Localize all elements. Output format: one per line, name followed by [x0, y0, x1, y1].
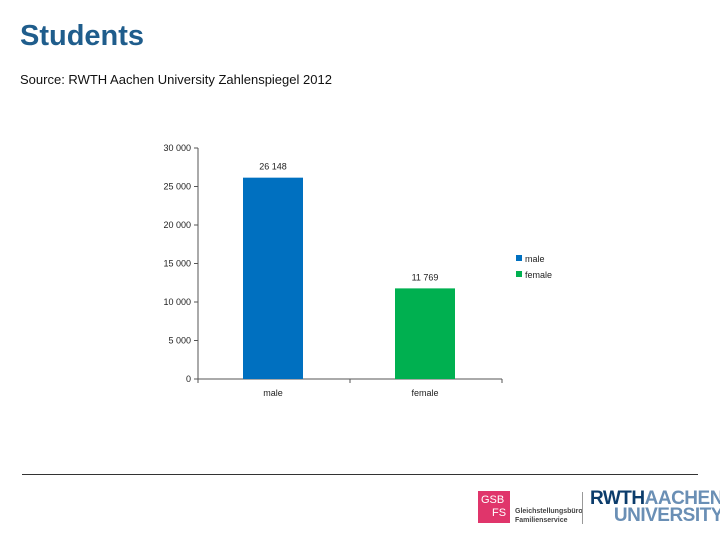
y-tick-label: 5 000: [168, 336, 191, 346]
y-tick-label: 25 000: [163, 182, 191, 192]
legend-label-male: male: [525, 254, 545, 264]
legend-swatch-male: [516, 255, 522, 261]
x-tick-label-male: male: [263, 388, 283, 398]
rwth-logo-rwth: RWTH: [590, 488, 645, 509]
y-tick-label: 10 000: [163, 297, 191, 307]
x-tick-label-female: female: [411, 388, 438, 398]
y-tick-label: 30 000: [163, 143, 191, 153]
bar-male: [243, 177, 303, 379]
rwth-logo-university: UNIVERSITY: [613, 505, 720, 526]
data-label-male: 26 148: [259, 162, 287, 172]
logo-separator: [582, 492, 583, 524]
gsb-caption-line2: Familienservice: [515, 517, 568, 524]
gsb-caption: Gleichstellungsbüro Familienservice: [515, 507, 583, 525]
rwth-logo-aachen: AACHEN: [644, 488, 720, 509]
bar-female: [395, 288, 455, 379]
gsb-logo: GSB FS: [478, 491, 510, 523]
gsb-logo-line1: GSB: [481, 494, 505, 506]
gsb-logo-line2: FS: [492, 507, 507, 519]
page-title: Students: [20, 20, 145, 52]
y-tick-label: 0: [186, 374, 191, 384]
gsb-caption-line1: Gleichstellungsbüro: [515, 508, 583, 515]
rwth-logo: RWTHAACHEN UNIVERSITY: [590, 488, 720, 526]
y-tick-label: 20 000: [163, 220, 191, 230]
source-caption: Source: RWTH Aachen University Zahlenspi…: [20, 72, 332, 87]
footer-divider: [22, 474, 698, 475]
legend-swatch-female: [516, 271, 522, 277]
data-label-female: 11 769: [412, 272, 439, 282]
y-tick-label: 15 000: [163, 259, 191, 269]
legend-label-female: female: [525, 270, 552, 280]
